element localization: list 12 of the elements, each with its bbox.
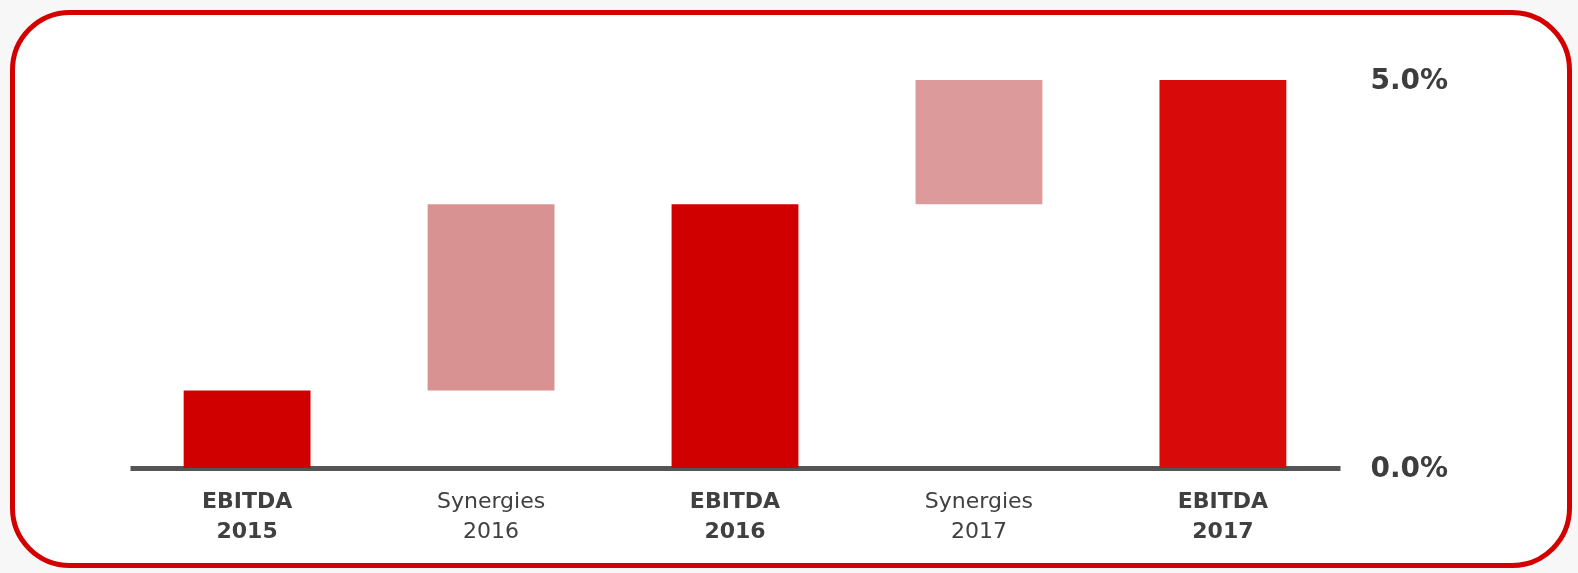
bar [915,80,1043,205]
x-tick-label: EBITDA 2016 [689,487,781,543]
bar [671,204,799,468]
bar [427,204,555,391]
x-tick-label: EBITDA 2015 [201,487,293,543]
y-tick-label: 5.0% [1370,62,1449,96]
bar [183,390,311,468]
x-tick-label: EBITDA 2017 [1177,487,1269,543]
x-tick-label: Synergies 2016 [436,487,546,543]
bar [1159,80,1287,468]
x-tick-label: Synergies 2017 [924,487,1034,543]
y-tick-label: 0.0% [1370,450,1449,484]
